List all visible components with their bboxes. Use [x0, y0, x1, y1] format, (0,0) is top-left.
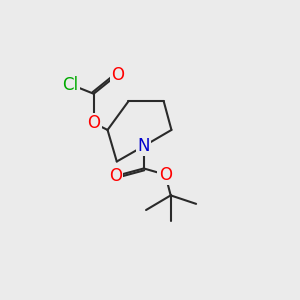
Text: O: O: [109, 167, 122, 185]
Text: O: O: [87, 114, 100, 132]
Text: Cl: Cl: [62, 76, 79, 94]
Text: O: O: [159, 166, 172, 184]
Text: O: O: [111, 65, 124, 83]
Text: N: N: [137, 137, 150, 155]
